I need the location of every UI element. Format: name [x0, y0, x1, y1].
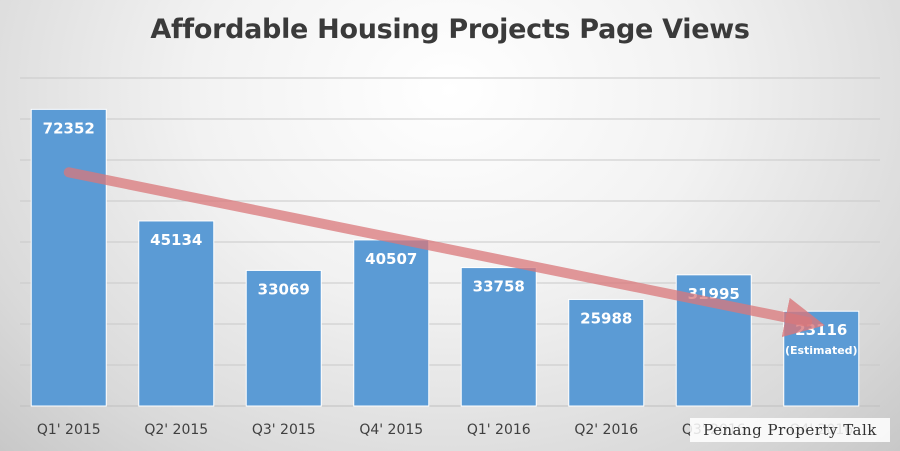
- chart-title: Affordable Housing Projects Page Views: [150, 14, 750, 45]
- bar-q1-2015: [30, 108, 107, 407]
- trend-arrow: [63, 167, 825, 338]
- bar-q3-2015: [245, 269, 322, 407]
- x-tick-label: Q1' 2015: [37, 422, 101, 438]
- x-tick-label: Q4' 2015: [359, 422, 423, 438]
- data-label: 33758: [473, 278, 525, 296]
- bar-q2-2015: [138, 220, 215, 407]
- x-tick-label: Q2' 2015: [144, 422, 208, 438]
- watermark: Penang Property Talk: [690, 418, 890, 442]
- x-tick-label: Q2' 2016: [574, 422, 638, 438]
- bar-q1-2016: [460, 267, 537, 407]
- data-label: 40507: [365, 250, 417, 268]
- x-tick-label: Q1' 2016: [467, 422, 531, 438]
- data-label: 45134: [150, 231, 202, 249]
- x-tick-label: Q3' 2015: [252, 422, 316, 438]
- data-label: 72352: [43, 119, 95, 137]
- data-label: 33069: [258, 280, 310, 298]
- data-label-annotation: (Estimated): [785, 344, 858, 357]
- data-label: 25988: [580, 309, 632, 327]
- bar-q2-2016: [568, 298, 645, 407]
